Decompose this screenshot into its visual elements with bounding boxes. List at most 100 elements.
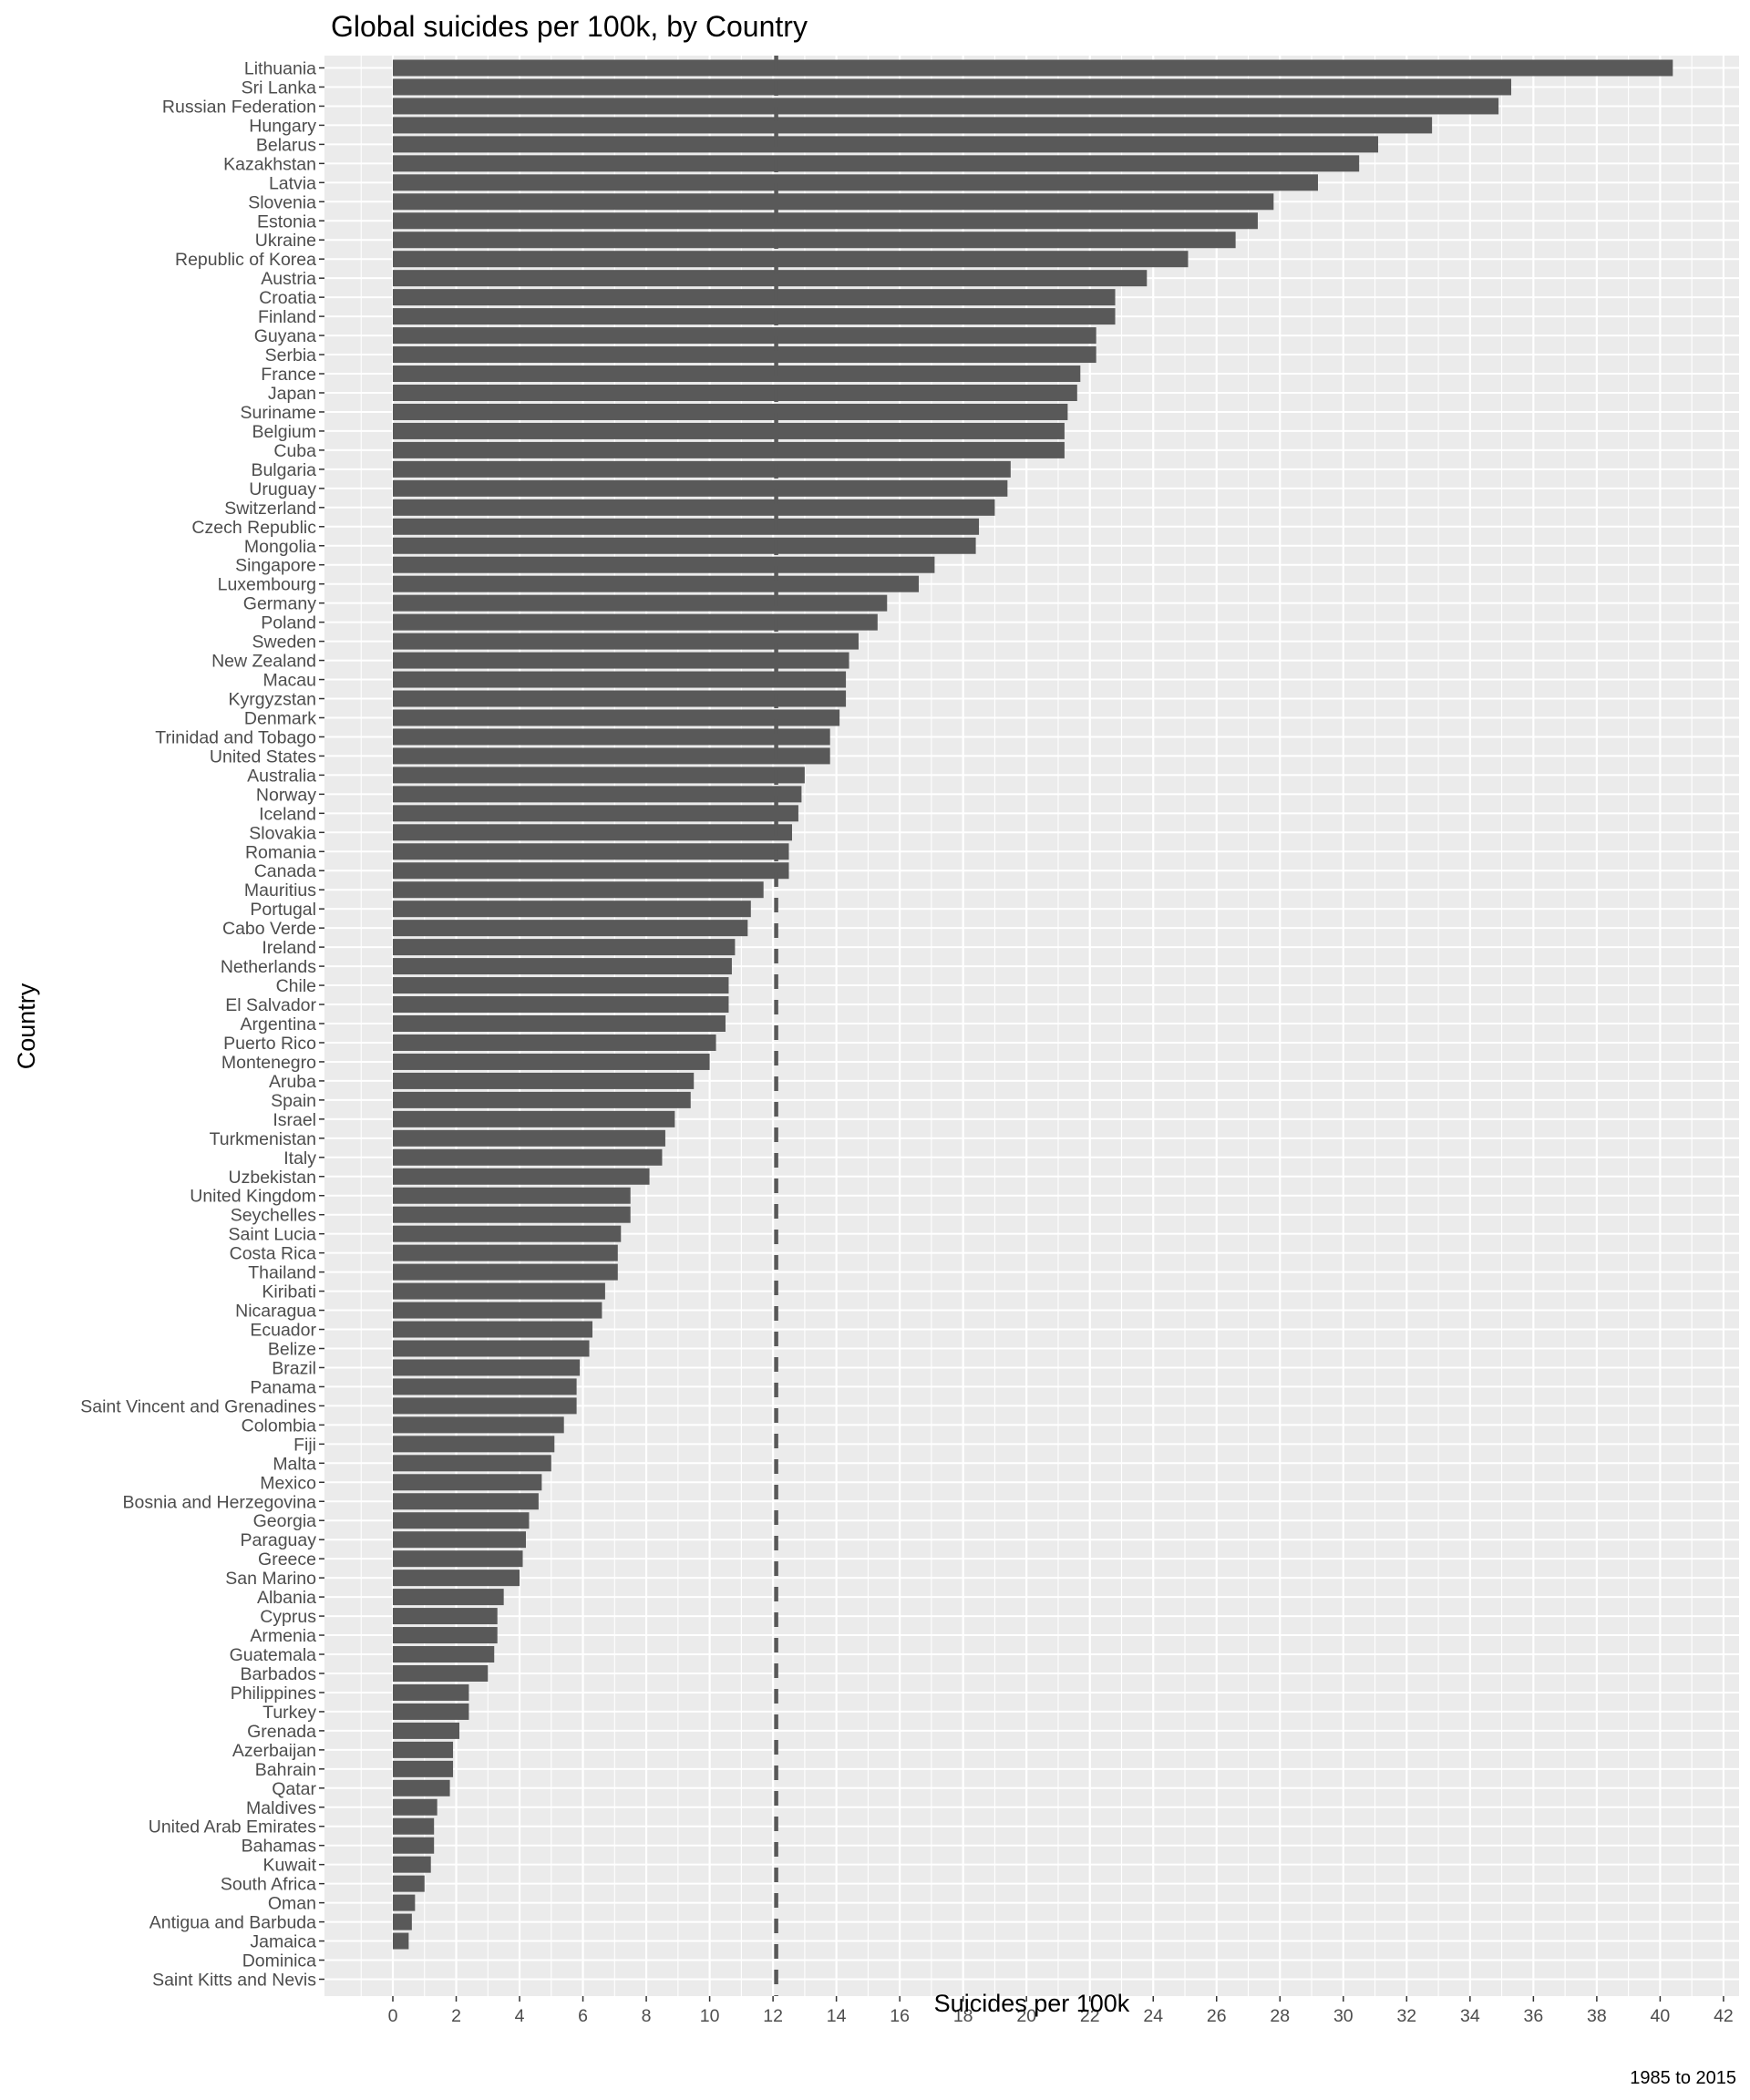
bar [393,1722,459,1739]
y-tick-label: Qatar [272,1779,316,1799]
y-tick-label: Norway [256,785,316,805]
y-tick-label: Belize [268,1339,316,1359]
y-tick-label: Mexico [260,1473,316,1493]
y-tick-label: Seychelles [231,1206,317,1226]
bar [393,747,830,765]
y-tick-label: Luxembourg [218,575,316,595]
x-tick-label: 14 [827,2006,847,2026]
y-tick-label: Nicaragua [235,1302,316,1322]
y-tick-label: Ecuador [250,1321,316,1341]
bar [393,1512,530,1529]
y-tick-label: Russian Federation [162,97,316,117]
bar [393,709,840,726]
bar [393,1225,622,1242]
y-tick-label: Slovakia [249,823,316,843]
x-tick-label: 32 [1396,2006,1416,2026]
x-tick-label: 40 [1651,2006,1671,2026]
bar [393,499,995,516]
bar [393,1091,691,1108]
y-tick-label: Argentina [241,1014,317,1035]
bar [393,327,1096,345]
y-tick-label: Netherlands [221,957,316,977]
bar [393,671,847,688]
bar [393,1263,618,1281]
y-tick-label: Serbia [265,345,317,365]
bar [393,1244,618,1261]
bar [393,1664,489,1682]
y-tick-label: Hungary [249,116,316,136]
y-tick-label: Czech Republic [191,518,316,538]
y-tick-label: Cuba [273,441,316,461]
bar [393,1531,526,1549]
y-tick-label: Australia [247,766,316,786]
y-tick-label: Saint Vincent and Grenadines [80,1396,316,1416]
bar [393,1034,716,1051]
bar [393,824,792,841]
bar [393,232,1236,249]
y-tick-label: Uzbekistan [229,1168,316,1188]
bar [393,652,849,669]
y-tick-label: Aruba [269,1072,316,1092]
bar [393,1493,539,1510]
y-tick-label: Chile [276,976,316,996]
bar [393,193,1274,211]
y-tick-label: Cyprus [260,1607,316,1627]
y-tick-label: Iceland [259,804,316,824]
y-tick-label: Barbados [241,1664,317,1684]
y-tick-label: Sri Lanka [242,77,317,98]
x-tick-label: 6 [578,2006,588,2026]
bar [393,59,1673,77]
bar [393,1053,710,1070]
y-tick-label: Slovenia [248,192,316,212]
x-tick-label: 36 [1524,2006,1544,2026]
bar [393,346,1096,364]
x-tick-label: 38 [1587,2006,1607,2026]
y-tick-label: Trinidad and Tobago [155,727,316,747]
y-tick-label: Albania [257,1588,316,1608]
y-tick-label: Kyrgyzstan [229,690,316,710]
y-tick-label: Romania [245,842,316,862]
y-tick-label: Turkmenistan [210,1129,316,1149]
y-tick-label: Bulgaria [251,460,316,480]
y-tick-label: New Zealand [211,652,316,672]
bar [393,901,751,918]
y-tick-label: Guatemala [230,1645,317,1665]
y-tick-label: Spain [271,1091,316,1111]
bar [393,270,1148,287]
bar [393,251,1189,268]
x-tick-label: 24 [1143,2006,1163,2026]
chart-caption: 1985 to 2015 [1630,2068,1736,2088]
y-tick-label: Mongolia [244,537,316,557]
y-tick-label: Ireland [262,938,316,958]
x-tick-label: 12 [763,2006,783,2026]
x-tick-label: 2 [451,2006,461,2026]
bar [393,1282,605,1300]
bar [393,1455,551,1472]
bar [393,594,888,612]
y-tick-label: Italy [283,1148,316,1168]
bar [393,1741,454,1758]
bar [393,996,729,1014]
bar [393,1359,581,1376]
bar [393,1340,590,1357]
y-tick-label: Paraguay [241,1530,317,1550]
y-tick-label: Latvia [269,173,316,193]
y-tick-label: Mauritius [244,880,316,901]
bar [393,613,878,631]
bar [393,1436,555,1453]
x-tick-label: 28 [1270,2006,1290,2026]
bar [393,212,1258,230]
bar [393,1932,409,1950]
x-tick-label: 0 [388,2006,398,2026]
bar [393,786,802,803]
x-tick-label: 20 [1016,2006,1036,2026]
bar [393,805,798,822]
bar [393,556,935,573]
y-tick-label: Azerbaijan [232,1741,316,1761]
bar [393,479,1008,497]
x-tick-label: 22 [1080,2006,1100,2026]
bar [393,1302,602,1319]
y-tick-label: Costa Rica [230,1244,317,1264]
bar [393,728,830,746]
y-tick-label: Kuwait [262,1856,316,1876]
